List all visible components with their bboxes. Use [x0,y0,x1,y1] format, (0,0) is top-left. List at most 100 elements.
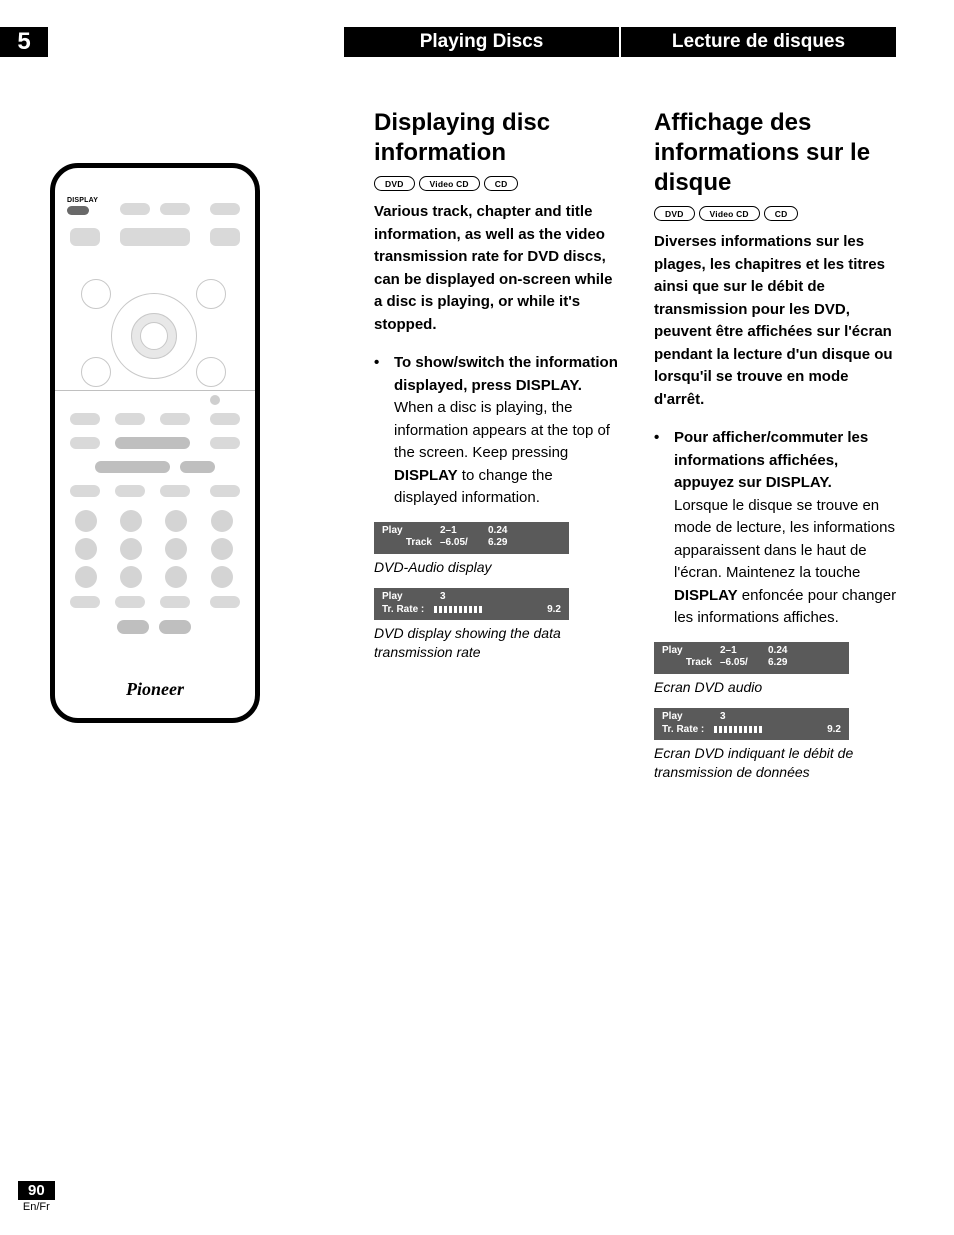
disp-chapter: 2–1 [720,645,768,658]
remote-button [160,485,190,497]
instruction-head-fr: Pour afficher/commuter les informations … [674,427,899,495]
remote-button [210,437,240,449]
disc-badges: DVD Video CD CD [374,176,619,191]
remote-button [115,485,145,497]
remote-button [70,596,100,608]
remote-round-button [120,538,142,560]
page-number: 90 [18,1181,55,1200]
instruction-body-fr: Lorsque le disque se trouve en mode de l… [674,495,899,630]
remote-round-button [120,566,142,588]
caption-rate-en: DVD display showing the data transmissio… [374,624,619,662]
header-bar: 5 Playing Discs Lecture de disques [0,27,954,57]
remote-button [70,413,100,425]
column-fr: Affichage des informations sur le disque… [654,108,899,788]
disp-elapsed: –6.05/ [440,537,488,550]
remote-round-button [211,566,233,588]
remote-round-button [165,566,187,588]
title-strip: Playing Discs Lecture de disques [344,27,896,57]
disp-chapter: 3 [440,591,446,604]
remote-button [117,620,149,634]
remote-button [120,203,150,215]
title-fr: Lecture de disques [621,27,896,57]
remote-button [115,437,190,449]
disc-badges: DVD Video CD CD [654,206,899,221]
badge-vcd: Video CD [419,176,480,191]
remote-dot [210,395,220,405]
remote-button [70,228,100,246]
badge-cd: CD [764,206,799,221]
disp-track: Track [662,657,720,670]
instruction-fr: Pour afficher/commuter les informations … [674,427,899,630]
remote-button [210,485,240,497]
badge-dvd: DVD [654,206,695,221]
remote-button [210,413,240,425]
instruction-body-en: When a disc is playing, the information … [394,397,619,510]
section-title-en: Displaying disc information [374,108,619,168]
disp-trrate: Tr. Rate : [382,604,434,617]
remote-button [210,203,240,215]
remote-button [95,461,170,473]
disp-chapter: 3 [720,711,726,724]
remote-button [160,596,190,608]
display-box-rate-en: Play 3 Tr. Rate : 9.2 [374,588,569,620]
caption-audio-en: DVD-Audio display [374,558,619,577]
disp-play: Play [382,591,440,604]
remote-round-button [75,538,97,560]
remote-round-button [165,510,187,532]
remote-button [120,228,190,246]
disp-trrate: Tr. Rate : [662,724,714,737]
page-footer: 90 En/Fr [18,1181,55,1213]
disp-play: Play [662,645,720,658]
column-en: Displaying disc information DVD Video CD… [374,108,619,668]
disp-play: Play [662,711,720,724]
remote-button [210,596,240,608]
remote-round-button [211,510,233,532]
remote-button [160,203,190,215]
ring-controller [83,279,227,383]
remote-round-button [75,566,97,588]
chapter-number: 5 [0,27,48,57]
title-en: Playing Discs [344,27,621,57]
remote-illustration: DISPLAY [50,163,260,723]
instruction-head-en: To show/switch the information displayed… [394,352,619,397]
disp-chapter: 2–1 [440,525,488,538]
rate-bar-icon [714,724,764,737]
display-box-audio-fr: Play 2–1 0.24 Track –6.05/ 6.29 [654,642,849,674]
disp-play: Play [382,525,440,538]
remote-brand: Pioneer [55,679,255,700]
disp-rate-value: 9.2 [484,604,561,617]
remote-button [115,413,145,425]
display-box-rate-fr: Play 3 Tr. Rate : 9.2 [654,708,849,740]
intro-text-en: Various track, chapter and title informa… [374,201,619,336]
display-box-audio-en: Play 2–1 0.24 Track –6.05/ 6.29 [374,522,569,554]
instruction-en: To show/switch the information displayed… [394,352,619,510]
disp-total: 6.29 [768,657,808,670]
remote-button [70,485,100,497]
intro-text-fr: Diverses informations sur les plages, le… [654,231,899,411]
disp-time: 0.24 [488,525,528,538]
badge-vcd: Video CD [699,206,760,221]
remote-round-button [120,510,142,532]
display-button [67,206,89,215]
remote-button [159,620,191,634]
remote-button [180,461,215,473]
remote-round-button [211,538,233,560]
remote-button [210,228,240,246]
remote-round-button [165,538,187,560]
remote-button [160,413,190,425]
disp-total: 6.29 [488,537,528,550]
section-title-fr: Affichage des informations sur le disque [654,108,899,198]
badge-cd: CD [484,176,519,191]
remote-button [115,596,145,608]
badge-dvd: DVD [374,176,415,191]
caption-rate-fr: Ecran DVD indiquant le débit de transmis… [654,744,899,782]
disp-track: Track [382,537,440,550]
display-button-label: DISPLAY [67,197,98,204]
page-language: En/Fr [18,1201,55,1213]
remote-round-button [75,510,97,532]
rate-bar-icon [434,604,484,617]
disp-time: 0.24 [768,645,808,658]
caption-audio-fr: Ecran DVD audio [654,678,899,697]
disp-elapsed: –6.05/ [720,657,768,670]
disp-rate-value: 9.2 [764,724,841,737]
